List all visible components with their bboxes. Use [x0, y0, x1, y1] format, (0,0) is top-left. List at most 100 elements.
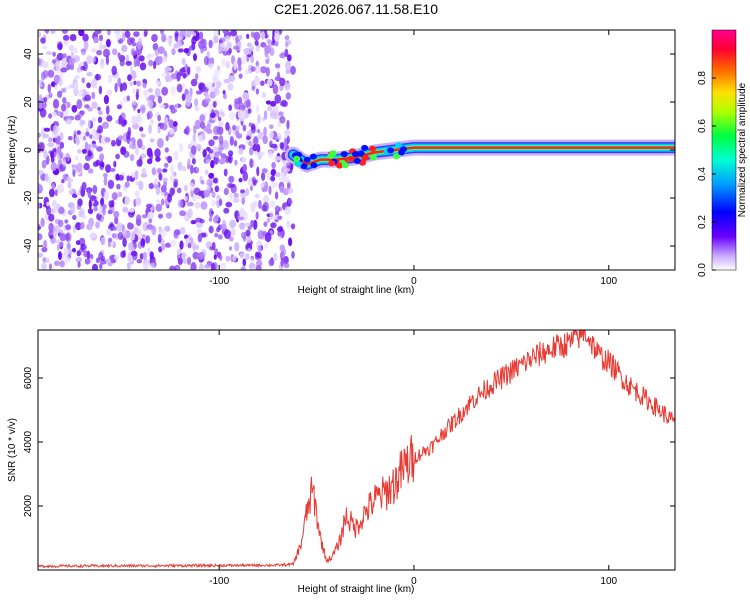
- noise-blob: [174, 264, 181, 270]
- noise-blob: [65, 85, 72, 90]
- noise-blob: [132, 88, 136, 94]
- noise-blob: [98, 110, 103, 116]
- noise-blob: [75, 240, 81, 246]
- noise-blob: [287, 54, 292, 62]
- noise-blob: [122, 206, 129, 213]
- noise-blob: [260, 66, 267, 74]
- noise-blob: [39, 81, 43, 88]
- noise-blob: [116, 222, 123, 232]
- noise-blob: [225, 255, 231, 262]
- noise-blob: [284, 35, 290, 41]
- noise-blob: [87, 188, 91, 198]
- signal-blob: [387, 147, 395, 154]
- noise-blob: [135, 196, 141, 207]
- noise-blob: [107, 179, 115, 189]
- noise-blob: [91, 101, 98, 109]
- noise-blob: [163, 117, 169, 123]
- noise-blob: [225, 201, 233, 208]
- snr-plot-area: [38, 330, 675, 569]
- noise-blob: [229, 74, 236, 83]
- noise-blob: [290, 65, 296, 75]
- noise-blob: [106, 89, 113, 96]
- x-tick-label: 100: [600, 576, 617, 587]
- noise-blob: [237, 109, 245, 120]
- noise-blob: [246, 47, 252, 55]
- noise-blob: [157, 138, 164, 148]
- signal-blob: [341, 162, 349, 169]
- noise-blob: [195, 66, 202, 73]
- noise-blob: [240, 189, 245, 194]
- noise-blob: [265, 66, 270, 77]
- noise-blob: [216, 194, 221, 200]
- noise-blob: [173, 43, 179, 49]
- noise-blob: [131, 115, 138, 125]
- noise-blob: [288, 237, 293, 247]
- noise-blob: [261, 91, 267, 99]
- noise-blob: [287, 198, 293, 205]
- noise-blob: [143, 89, 148, 97]
- noise-blob: [67, 136, 73, 141]
- noise-blob: [234, 241, 240, 252]
- noise-blob: [196, 229, 203, 234]
- noise-blob: [76, 99, 83, 110]
- noise-blob: [99, 198, 104, 205]
- signal-blob: [347, 155, 355, 162]
- noise-blob: [162, 168, 168, 173]
- noise-blob: [199, 114, 206, 122]
- noise-blob: [107, 209, 113, 215]
- noise-blob: [283, 188, 289, 196]
- noise-blob: [133, 58, 138, 68]
- noise-blob: [149, 151, 154, 161]
- noise-blob: [61, 53, 67, 59]
- spectrogram-y-ticks: -40 -20 0 20 40: [23, 48, 675, 253]
- noise-blob: [223, 229, 231, 239]
- noise-blob: [38, 58, 42, 66]
- signal-blob: [361, 144, 369, 151]
- noise-blob: [65, 118, 73, 125]
- noise-blob: [258, 199, 262, 209]
- signal-blob: [293, 155, 301, 162]
- noise-blob: [50, 162, 57, 172]
- signal-blob: [369, 145, 376, 152]
- x-tick-label: 100: [600, 276, 617, 287]
- noise-blob: [99, 153, 105, 161]
- noise-blob: [179, 240, 184, 250]
- noise-blob: [42, 257, 47, 263]
- noise-blob: [134, 190, 140, 197]
- y-tick-label: 0: [23, 147, 34, 153]
- noise-blob: [157, 95, 163, 104]
- noise-blob: [121, 82, 128, 91]
- noise-blob: [74, 134, 80, 145]
- noise-blob: [102, 204, 107, 210]
- noise-blob: [66, 242, 71, 250]
- noise-blob: [269, 47, 275, 57]
- noise-blob: [161, 72, 166, 78]
- noise-blob: [87, 119, 91, 128]
- noise-blob: [248, 122, 253, 127]
- noise-blob: [229, 246, 232, 251]
- noise-blob: [77, 149, 82, 154]
- noise-blob: [204, 264, 211, 269]
- noise-blob: [239, 222, 246, 230]
- noise-blob: [103, 94, 109, 105]
- noise-blob: [42, 61, 49, 69]
- noise-blob: [106, 115, 113, 122]
- noise-blob: [111, 65, 117, 76]
- noise-blob: [203, 56, 209, 66]
- noise-blob: [254, 193, 260, 199]
- noise-blob: [92, 128, 97, 135]
- noise-blob: [135, 146, 140, 156]
- noise-blob: [158, 246, 163, 253]
- noise-blob: [270, 109, 276, 119]
- noise-blob: [141, 214, 148, 219]
- noise-blob: [198, 135, 203, 143]
- noise-blob: [223, 46, 229, 52]
- noise-blob: [192, 242, 197, 250]
- noise-blob: [198, 40, 204, 49]
- noise-blob: [133, 80, 137, 85]
- noise-blob: [279, 185, 285, 193]
- noise-blob: [253, 136, 259, 146]
- noise-blob: [147, 88, 153, 93]
- colorbar-tick-label: 0.2: [697, 215, 708, 229]
- noise-blob: [279, 52, 286, 59]
